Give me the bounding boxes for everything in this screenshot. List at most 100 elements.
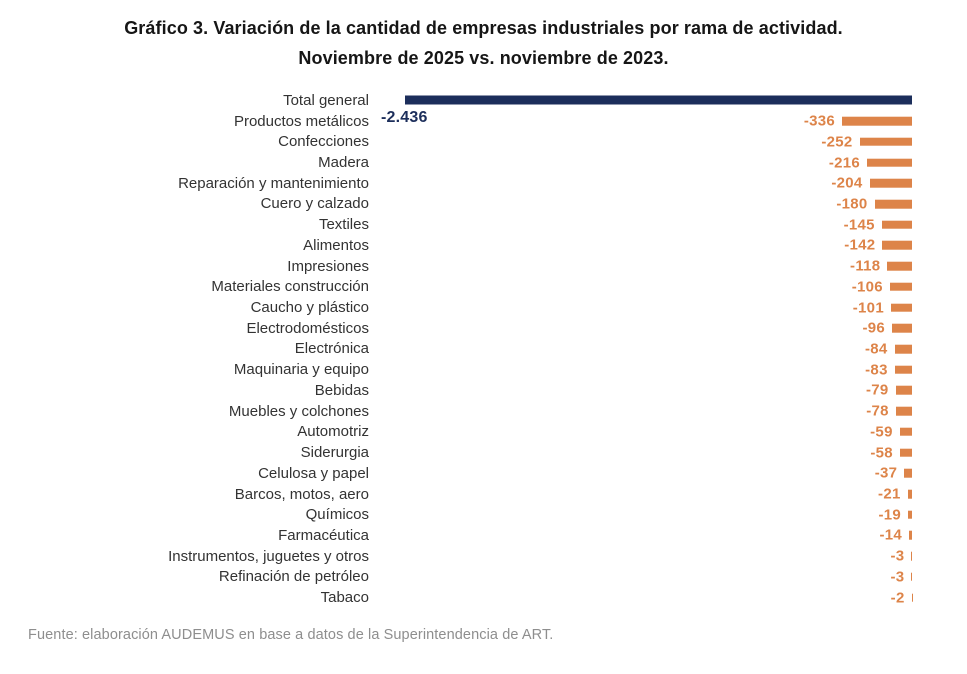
bar-area: -118	[375, 256, 912, 277]
bar-row: Electrónica -84	[0, 339, 967, 360]
category-label: Barcos, motos, aero	[234, 485, 369, 503]
bar-area: -252	[375, 131, 912, 152]
bar	[874, 199, 912, 209]
bar-row: Automotriz -59	[0, 422, 967, 443]
category-label: Siderurgia	[300, 444, 369, 462]
bar	[899, 448, 912, 457]
bar-area: -142	[375, 235, 912, 256]
value-label: -142	[844, 236, 876, 254]
bar-row: Productos metálicos -336	[0, 111, 967, 132]
bar-area: -216	[375, 152, 912, 173]
bar	[405, 95, 912, 105]
bar	[881, 220, 912, 229]
bar-area: -2	[375, 587, 912, 608]
bar-area: -2.436	[375, 90, 912, 126]
bar-row: Confecciones -252	[0, 131, 967, 152]
value-label: -2.436	[381, 109, 428, 126]
bar-area: -14	[375, 525, 912, 546]
bar-area: -3	[375, 567, 912, 588]
bar-area: -83	[375, 359, 912, 380]
bar-area: -19	[375, 504, 912, 525]
bar	[890, 303, 912, 312]
value-label: -78	[866, 402, 889, 420]
category-label: Refinación de petróleo	[218, 568, 369, 586]
bar-area: -180	[375, 194, 912, 215]
category-label: Bebidas	[314, 381, 369, 399]
value-label: -21	[878, 485, 901, 503]
bar-area: -37	[375, 463, 912, 484]
bar-area: -96	[375, 318, 912, 339]
value-label: -180	[836, 195, 868, 213]
bar	[911, 572, 912, 582]
category-label: Impresiones	[287, 257, 369, 275]
bar-row: Químicos -19	[0, 504, 967, 525]
value-label: -106	[851, 278, 883, 296]
value-label: -145	[843, 216, 875, 234]
bar	[882, 241, 912, 250]
bar-row: Farmacéutica -14	[0, 525, 967, 546]
bar-row: Impresiones -118	[0, 256, 967, 277]
chart-title-line-2: Noviembre de 2025 vs. noviembre de 2023.	[298, 48, 669, 68]
value-label: -3	[890, 547, 905, 565]
bar	[911, 551, 912, 561]
bar	[894, 365, 912, 374]
bar-row: Electrodomésticos -96	[0, 318, 967, 339]
bar-row: Barcos, motos, aero -21	[0, 484, 967, 505]
bar-area: -21	[375, 484, 912, 505]
bar-area: -145	[375, 214, 912, 235]
bar	[908, 510, 912, 520]
bar-chart: Total general -2.436 Productos metálicos -3…	[0, 90, 967, 608]
bar-area: -204	[375, 173, 912, 194]
bar-area: -58	[375, 442, 912, 463]
bar-row: Cuero y calzado -180	[0, 194, 967, 215]
category-label: Electrodomésticos	[246, 319, 369, 337]
bar-row: Celulosa y papel -37	[0, 463, 967, 484]
category-label: Madera	[318, 154, 369, 172]
category-label: Celulosa y papel	[258, 464, 369, 482]
bar-area: -336	[375, 111, 912, 132]
value-label: -118	[850, 257, 881, 275]
bar-row: Alimentos -142	[0, 235, 967, 256]
value-label: -216	[828, 154, 861, 172]
value-label: -2	[890, 589, 905, 607]
category-label: Cuero y calzado	[260, 195, 369, 213]
bar-area: -78	[375, 401, 912, 422]
category-label: Confecciones	[278, 133, 369, 151]
category-label: Materiales construcción	[211, 278, 369, 296]
category-label: Automotriz	[297, 423, 369, 441]
category-label: Instrumentos, juguetes y otros	[168, 547, 369, 565]
value-label: -204	[831, 174, 863, 192]
bar	[907, 489, 912, 499]
bar-area: -3	[375, 546, 912, 567]
bar	[869, 178, 912, 188]
chart-title-line-1: Gráfico 3. Variación de la cantidad de e…	[124, 18, 843, 38]
category-label: Maquinaria y equipo	[233, 361, 369, 379]
bar-row: Total general -2.436	[0, 90, 967, 126]
category-label: Alimentos	[303, 236, 369, 254]
bar-row: Siderurgia -58	[0, 442, 967, 463]
category-label: Químicos	[305, 506, 369, 524]
bar	[904, 469, 912, 478]
category-label: Farmacéutica	[278, 526, 369, 544]
bar	[859, 137, 912, 147]
bar-area: -59	[375, 422, 912, 443]
value-label: -96	[862, 319, 886, 337]
value-label: -3	[890, 568, 905, 586]
category-label: Caucho y plástico	[250, 299, 369, 317]
bar-row: Refinación de petróleo -3	[0, 567, 967, 588]
bar-row: Madera -216	[0, 152, 967, 173]
bar-row: Instrumentos, juguetes y otros -3	[0, 546, 967, 567]
bar-row: Materiales construcción -106	[0, 276, 967, 297]
category-label: Tabaco	[320, 589, 369, 607]
bar	[887, 261, 912, 271]
bar-area: -79	[375, 380, 912, 401]
bar-row: Reparación y mantenimiento -204	[0, 173, 967, 194]
value-label: -37	[874, 464, 898, 482]
value-label: -79	[865, 381, 889, 399]
chart-title: Gráfico 3. Variación de la cantidad de e…	[0, 13, 967, 73]
bar	[899, 427, 912, 437]
category-label: Electrónica	[294, 340, 369, 358]
bar-row: Tabaco -2	[0, 587, 967, 608]
category-label: Total general	[283, 91, 369, 109]
value-label: -336	[803, 112, 836, 130]
